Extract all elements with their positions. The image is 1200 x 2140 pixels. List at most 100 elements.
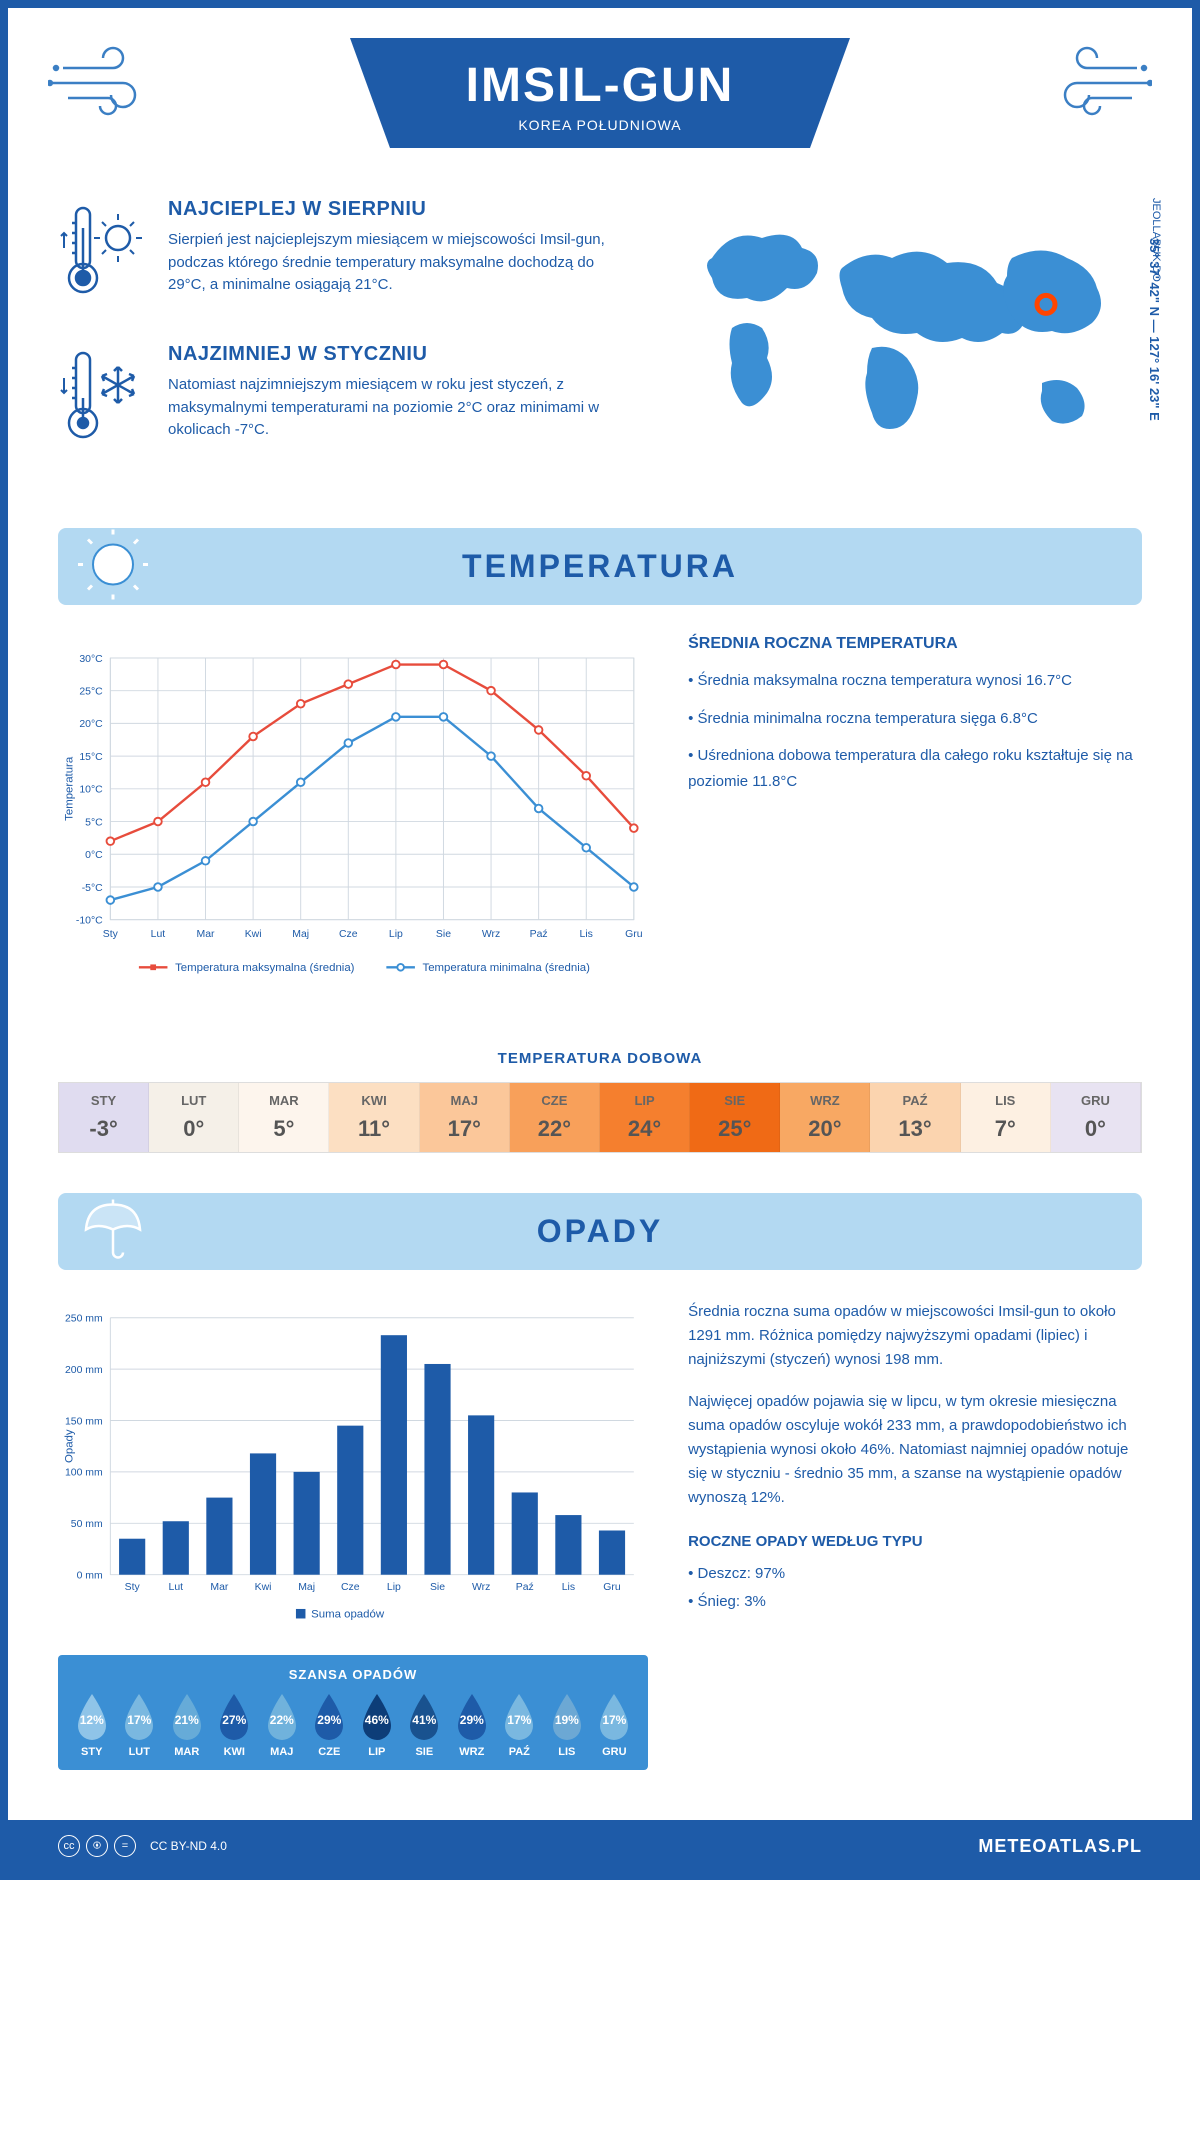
raindrop-icon: 22% <box>262 1692 302 1742</box>
month-label: LIS <box>965 1093 1046 1108</box>
coordinates: 35° 37' 42" N — 127° 16' 23" E <box>1147 238 1162 421</box>
chance-cell: 17%LUT <box>118 1692 162 1758</box>
daily-temp-cell: LIS7° <box>961 1083 1051 1152</box>
svg-text:250 mm: 250 mm <box>65 1314 103 1325</box>
temp-value: 0° <box>153 1116 234 1142</box>
svg-text:Mar: Mar <box>210 1582 229 1593</box>
daily-temp-cell: LUT 0° <box>149 1083 239 1152</box>
temperature-chart: -10°C-5°C0°C5°C10°C15°C20°C25°C30°CStyLu… <box>58 635 648 1000</box>
chance-month: GRU <box>593 1746 637 1758</box>
chance-value: 17% <box>602 1713 626 1727</box>
raindrop-icon: 17% <box>499 1692 539 1742</box>
svg-text:Gru: Gru <box>603 1582 621 1593</box>
chance-cell: 19% LIS <box>545 1692 589 1758</box>
precipitation-bar-chart: 0 mm50 mm100 mm150 mm200 mm250 mmStyLutM… <box>58 1300 648 1640</box>
temp-value: 17° <box>424 1116 505 1142</box>
precipitation-chart-column: 0 mm50 mm100 mm150 mm200 mm250 mmStyLutM… <box>58 1300 648 1770</box>
month-label: KWI <box>333 1093 414 1108</box>
chance-value: 21% <box>175 1713 199 1727</box>
chance-value: 27% <box>222 1713 246 1727</box>
daily-temp-cell: LIP 24° <box>600 1083 690 1152</box>
chance-month: STY <box>70 1746 114 1758</box>
svg-text:30°C: 30°C <box>79 654 103 665</box>
temp-value: 20° <box>784 1116 865 1142</box>
svg-text:Paź: Paź <box>530 929 548 940</box>
svg-text:10°C: 10°C <box>79 785 103 796</box>
nd-icon: = <box>114 1835 136 1857</box>
svg-text:Lis: Lis <box>562 1582 575 1593</box>
chance-month: CZE <box>308 1746 352 1758</box>
svg-text:15°C: 15°C <box>79 752 103 763</box>
chance-cell: 22% MAJ <box>260 1692 304 1758</box>
chance-month: LIS <box>545 1746 589 1758</box>
svg-text:Sie: Sie <box>430 1582 445 1593</box>
chance-cell: 27%KWI <box>213 1692 257 1758</box>
precip-type-title: ROCZNE OPADY WEDŁUG TYPU <box>688 1530 1142 1554</box>
chance-month: PAŹ <box>498 1746 542 1758</box>
chance-title: SZANSA OPADÓW <box>70 1667 636 1682</box>
chance-cell: 46%LIP <box>355 1692 399 1758</box>
coldest-title: NAJZIMNIEJ W STYCZNIU <box>168 343 622 366</box>
svg-text:Cze: Cze <box>341 1582 360 1593</box>
svg-text:Paź: Paź <box>516 1582 534 1593</box>
chance-value: 17% <box>127 1713 151 1727</box>
license-block: cc 🅯 = CC BY-ND 4.0 <box>58 1835 227 1857</box>
daily-temp-cell: CZE22° <box>510 1083 600 1152</box>
daily-temp-grid: STY-3°LUT0°MAR5°KWI11°MAJ17°CZE22°LIP24°… <box>58 1082 1142 1153</box>
daily-temperature: TEMPERATURA DOBOWA STY-3°LUT0°MAR5°KWI11… <box>58 1050 1142 1153</box>
daily-temp-cell: SIE25° <box>690 1083 780 1152</box>
chance-cell: 12%STY <box>70 1692 114 1758</box>
raindrop-icon: 41% <box>404 1692 444 1742</box>
coldest-text: Natomiast najzimniejszym miesiącem w rok… <box>168 374 622 442</box>
page-subtitle: KOREA POŁUDNIOWA <box>430 117 770 133</box>
chance-value: 22% <box>270 1713 294 1727</box>
svg-text:Opady: Opady <box>63 1429 75 1463</box>
raindrop-icon: 17% <box>119 1692 159 1742</box>
svg-text:50 mm: 50 mm <box>71 1519 103 1530</box>
temp-value: 24° <box>604 1116 685 1142</box>
chance-month: MAJ <box>260 1746 304 1758</box>
svg-text:-10°C: -10°C <box>76 916 103 927</box>
temperature-content: -10°C-5°C0°C5°C10°C15°C20°C25°C30°CStyLu… <box>8 605 1192 1030</box>
svg-text:Temperatura minimalna (średnia: Temperatura minimalna (średnia) <box>423 962 591 974</box>
temperature-header: TEMPERATURA <box>58 528 1142 605</box>
daily-temp-cell: GRU0° <box>1051 1083 1141 1152</box>
svg-text:Temperatura: Temperatura <box>63 756 75 821</box>
chance-month: WRZ <box>450 1746 494 1758</box>
chance-value: 41% <box>412 1713 436 1727</box>
chance-month: MAR <box>165 1746 209 1758</box>
raindrop-icon: 21% <box>167 1692 207 1742</box>
wind-icon-right <box>1042 43 1152 128</box>
svg-text:Lip: Lip <box>387 1582 401 1593</box>
month-label: LIP <box>604 1093 685 1108</box>
chance-cell: 29%WRZ <box>450 1692 494 1758</box>
svg-text:-5°C: -5°C <box>82 883 103 894</box>
svg-text:Kwi: Kwi <box>255 1582 272 1593</box>
chance-cell: 21% MAR <box>165 1692 209 1758</box>
precip-text-1: Średnia roczna suma opadów w miejscowośc… <box>688 1300 1142 1372</box>
raindrop-icon: 29% <box>309 1692 349 1742</box>
month-label: CZE <box>514 1093 595 1108</box>
precip-text-2: Najwięcej opadów pojawia się w lipcu, w … <box>688 1390 1142 1510</box>
precipitation-info: Średnia roczna suma opadów w miejscowośc… <box>688 1300 1142 1770</box>
world-map <box>662 198 1142 478</box>
svg-text:Suma opadów: Suma opadów <box>311 1609 385 1621</box>
raindrop-icon: 19% <box>547 1692 587 1742</box>
temp-value: -3° <box>63 1116 144 1142</box>
temperature-title: TEMPERATURA <box>88 548 1112 585</box>
temp-value: 25° <box>694 1116 775 1142</box>
raindrop-icon: 27% <box>214 1692 254 1742</box>
svg-text:0°C: 0°C <box>85 850 103 861</box>
svg-text:100 mm: 100 mm <box>65 1468 103 1479</box>
precipitation-title: OPADY <box>88 1213 1112 1250</box>
precip-type-item: • Śnieg: 3% <box>688 1590 1142 1614</box>
chance-cell: 17% GRU <box>593 1692 637 1758</box>
sun-icon <box>78 529 148 604</box>
svg-text:Kwi: Kwi <box>245 929 262 940</box>
svg-text:Lut: Lut <box>151 929 166 940</box>
temp-bullet: • Średnia minimalna roczna temperatura s… <box>688 706 1142 732</box>
header: IMSIL-GUN KOREA POŁUDNIOWA <box>8 8 1192 168</box>
svg-text:Lut: Lut <box>169 1582 184 1593</box>
month-label: LUT <box>153 1093 234 1108</box>
svg-text:Lip: Lip <box>389 929 403 940</box>
